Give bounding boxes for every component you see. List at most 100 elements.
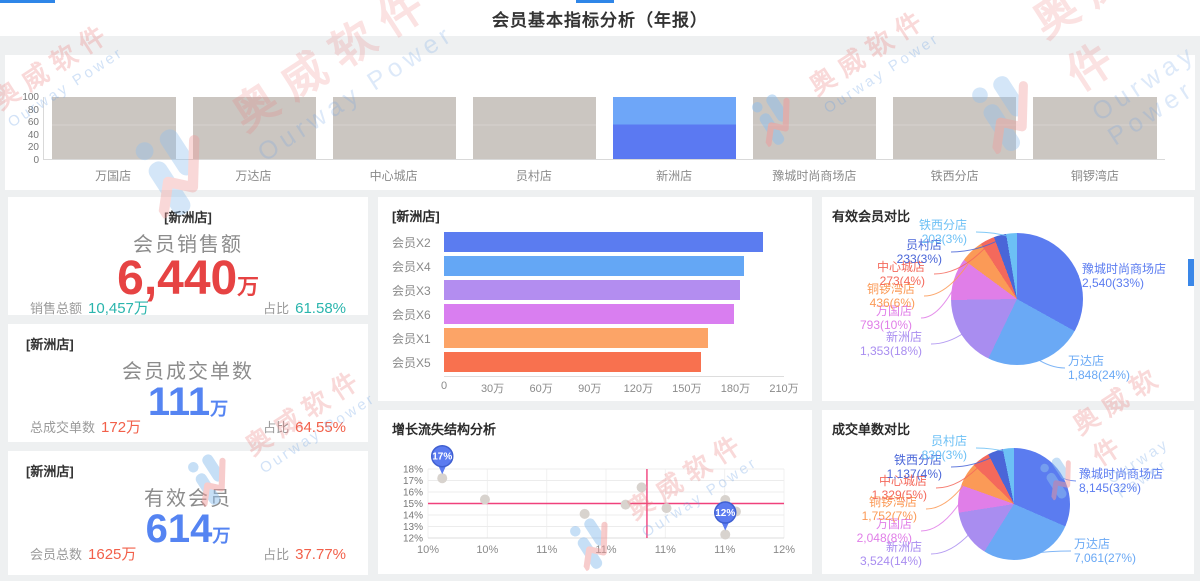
- x-axis-tick: 11%: [655, 544, 676, 556]
- member-bar-track: [444, 280, 784, 300]
- orders-pie-card[interactable]: 成交单数对比 豫城时尚商场店 8,145(32%) 万达店 7,061(27%) 新洲店…: [822, 410, 1194, 574]
- kpi-card-member-orders[interactable]: [新洲店] 会员成交单数 111万 总成交单数 172万 占比 64.55%: [8, 324, 368, 442]
- pie-label-万达店: 万达店 1,848(24%): [1068, 354, 1131, 383]
- member-bar[interactable]: [444, 256, 744, 276]
- store-label[interactable]: 新洲店: [656, 169, 693, 183]
- pie-label-铜锣湾店: 铜锣湾店 436(6%): [867, 282, 915, 311]
- kpi-store-tag: [新洲店]: [26, 464, 74, 479]
- member-bar-row: 会员X6: [392, 302, 798, 326]
- store-bar-新洲店[interactable]: [612, 97, 737, 159]
- member-type-bar-chart[interactable]: [新洲店] 会员X2 会员X4 会员X3 会员X6 会员X1 会员X5 0 30万 60万 90…: [378, 197, 812, 401]
- kpi-ratio-label: 占比: [263, 420, 290, 435]
- scatter-point[interactable]: [636, 482, 647, 493]
- store-bar-slot: [464, 97, 604, 159]
- scatter-chart-title: 增长流失结构分析: [392, 422, 497, 437]
- store-label[interactable]: 铜锣湾店: [1070, 169, 1119, 183]
- x-axis-tick: 11%: [714, 544, 735, 556]
- store-bar-万达店[interactable]: [192, 97, 316, 159]
- x-axis-tick: 0: [440, 380, 448, 392]
- store-label[interactable]: 万国店: [95, 169, 132, 183]
- scrollbar-thumb[interactable]: [1188, 259, 1194, 286]
- scatter-point[interactable]: [437, 473, 448, 484]
- member-bar[interactable]: [444, 304, 734, 324]
- scatter-plot[interactable]: 10% 10% 11% 11% 11% 11% 12%18%17%16%15%14%13%1…: [392, 439, 802, 571]
- x-axis-tick: 60万: [529, 383, 553, 395]
- pie-label-value: 1,137(4%): [886, 466, 942, 481]
- middle-column: [新洲店] 会员X2 会员X4 会员X3 会员X6 会员X1 会员X5 0 30万 60万 90…: [378, 197, 812, 575]
- valid-members-pie-card[interactable]: 有效会员对比 豫城时尚商场店 2,540(33%) 万达店 1,848(24%) 新洲店…: [822, 197, 1194, 401]
- scatter-point[interactable]: [620, 499, 631, 510]
- pie-label-name: 员村店: [905, 238, 942, 252]
- pie-label-value: 233(3%): [896, 251, 942, 266]
- pie-label-豫城时尚商场店: 豫城时尚商场店 2,540(33%): [1082, 262, 1166, 291]
- store-bar-铜锣湾店[interactable]: [1033, 97, 1157, 159]
- kpi-store-tag: [新洲店]: [164, 210, 212, 225]
- member-chart-x-axis: 0 30万 60万 90万 120万 150万 180万 210万: [440, 376, 799, 395]
- store-chart-labels: 万国店 万达店 中心城店 员村店 新洲店 豫城时尚商场店 铁西分店 铜锣湾店: [43, 167, 1165, 184]
- pie-label-value: 2,048(8%): [856, 530, 912, 545]
- store-label[interactable]: 员村店: [515, 169, 552, 183]
- store-bar-员村店[interactable]: [472, 97, 597, 159]
- kpi-card-member-sales[interactable]: [新洲店] 会员销售额 6,440万 销售总额 10,457万 占比 61.58%: [8, 197, 368, 317]
- member-chart-rows: 会员X2 会员X4 会员X3 会员X6 会员X1 会员X5: [392, 230, 798, 374]
- growth-churn-scatter-chart[interactable]: 增长流失结构分析 10% 10% 11% 11% 11% 11% 12% 18% 17% 16% 1…: [378, 410, 812, 574]
- kpi-sub-label: 总成交单数: [30, 420, 96, 435]
- pie-title-valid-members: 有效会员对比: [832, 209, 911, 224]
- kpi-sub-label: 会员总数: [30, 547, 83, 562]
- pie-valid-members-pie[interactable]: [951, 233, 1083, 365]
- member-bar[interactable]: [444, 352, 702, 372]
- member-bar[interactable]: [444, 280, 741, 300]
- scatter-point[interactable]: [661, 503, 672, 514]
- scatter-point[interactable]: [720, 529, 731, 540]
- pie-label-万国店: 万国店 793(10%): [860, 304, 912, 333]
- store-label[interactable]: 铁西分店: [930, 169, 979, 183]
- kpi-sub-value: 1625万: [88, 546, 137, 563]
- y-axis-tick: 13%: [403, 522, 423, 533]
- store-bar-万国店[interactable]: [52, 97, 176, 159]
- store-bar-slot: [324, 97, 464, 159]
- kpi-ratio-value: 37.77%: [295, 546, 346, 563]
- pie-label-value: 1,848(24%): [1068, 367, 1131, 382]
- store-bar-中心城店[interactable]: [332, 97, 456, 159]
- scatter-point[interactable]: [579, 508, 590, 519]
- svg-text:17%: 17%: [432, 452, 452, 463]
- kpi-sub-value: 10,457万: [88, 300, 149, 317]
- store-bar-slot: [184, 97, 324, 159]
- pie-label-员村店: 员村店 830(3%): [922, 434, 967, 463]
- y-axis-tick: 0: [33, 155, 39, 166]
- kpi-footer: 会员总数 1625万 占比 37.77%: [26, 543, 350, 564]
- member-category-label: 会员X1: [392, 331, 431, 346]
- x-axis-tick: 10%: [417, 544, 439, 556]
- y-axis-tick: 60: [27, 117, 39, 129]
- kpi-unit: 万: [212, 526, 231, 546]
- store-bar-豫城时尚商场店[interactable]: [753, 97, 877, 159]
- kpi-number: 6,440: [117, 252, 238, 305]
- kpi-card-valid-members[interactable]: [新洲店] 有效会员 614万 会员总数 1625万 占比 37.77%: [8, 451, 368, 575]
- kpi-value: 111万: [26, 382, 350, 422]
- pie-orders-pie[interactable]: [958, 448, 1070, 560]
- y-axis-tick: 14%: [403, 511, 423, 522]
- member-bar-row: 会员X5: [392, 350, 798, 374]
- store-bar-铁西分店[interactable]: [893, 97, 1017, 159]
- x-axis-tick: 180万: [720, 383, 751, 395]
- dashboard-body: [新洲店] 会员销售额 6,440万 销售总额 10,457万 占比 61.58% …: [0, 190, 1200, 575]
- pie-label-value: 1,353(18%): [859, 343, 922, 358]
- kpi-ratio-value: 61.58%: [295, 300, 346, 317]
- store-label[interactable]: 豫城时尚商场店: [772, 169, 857, 183]
- pie-label-铁西分店: 铁西分店 203(3%): [919, 218, 967, 247]
- y-axis-tick: 18%: [403, 465, 423, 476]
- pie-label-name: 万国店: [875, 517, 912, 531]
- store-label[interactable]: 中心城店: [369, 169, 418, 183]
- kpi-footer: 总成交单数 172万 占比 64.55%: [26, 416, 350, 437]
- store-label[interactable]: 万达店: [235, 169, 272, 183]
- pie-label-name: 新洲店: [885, 330, 922, 344]
- store-chart-y-axis: 100 80 60 40 20 0: [13, 92, 39, 166]
- pie-label-新洲店: 新洲店 1,353(18%): [859, 330, 922, 359]
- y-axis-tick: 40: [27, 129, 39, 141]
- x-axis-tick: 120万: [623, 383, 653, 395]
- member-category-label: 会员X2: [392, 235, 431, 250]
- scatter-point[interactable]: [479, 494, 490, 505]
- member-bar[interactable]: [444, 328, 708, 348]
- member-bar[interactable]: [444, 232, 763, 252]
- store-selector-chart[interactable]: 100 80 60 40 20 0 万国店 万达店 中心城店 员村店 新洲店 豫城时尚商场店 铁西分店…: [5, 55, 1195, 190]
